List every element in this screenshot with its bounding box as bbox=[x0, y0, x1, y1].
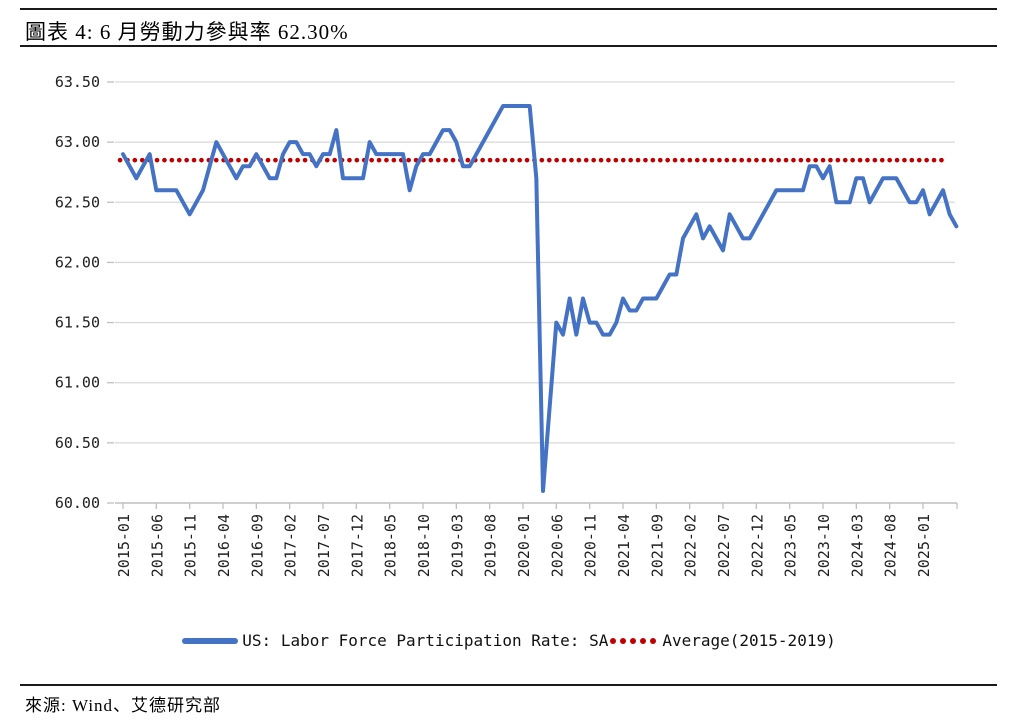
chart-title: 圖表 4: 6 月勞動力參與率 62.30% bbox=[25, 20, 349, 44]
svg-text:60.50: 60.50 bbox=[55, 434, 100, 452]
svg-text:2021-09: 2021-09 bbox=[648, 514, 666, 577]
source-text: 來源: Wind、艾德研究部 bbox=[25, 696, 222, 715]
svg-text:2022-02: 2022-02 bbox=[682, 514, 700, 577]
svg-text:2020-06: 2020-06 bbox=[548, 514, 566, 577]
svg-text:2023-05: 2023-05 bbox=[782, 514, 800, 577]
line-chart-plot: 63.50 63.00 62.50 62.00 61.50 61.00 60.50 60.00… bbox=[55, 73, 959, 577]
svg-text:2016-09: 2016-09 bbox=[248, 514, 266, 577]
svg-text:2021-04: 2021-04 bbox=[615, 514, 633, 577]
legend-label-average: Average(2015-2019) bbox=[662, 631, 836, 650]
svg-text:2017-12: 2017-12 bbox=[348, 514, 366, 577]
legend-blue-line-icon bbox=[182, 637, 239, 644]
svg-text:2015-06: 2015-06 bbox=[148, 514, 166, 577]
bottom-rule bbox=[20, 684, 997, 686]
top-rule bbox=[20, 8, 997, 10]
svg-text:2016-04: 2016-04 bbox=[215, 514, 233, 577]
legend-red-dots-icon bbox=[610, 637, 657, 644]
title-underline-rule bbox=[20, 45, 997, 47]
svg-text:2018-05: 2018-05 bbox=[382, 514, 400, 577]
legend-label-participation-rate: US: Labor Force Participation Rate: SA bbox=[242, 631, 609, 650]
svg-text:61.50: 61.50 bbox=[55, 314, 100, 332]
svg-text:62.50: 62.50 bbox=[55, 193, 100, 211]
svg-text:63.50: 63.50 bbox=[55, 73, 100, 91]
svg-text:61.00: 61.00 bbox=[55, 374, 100, 392]
svg-text:2022-12: 2022-12 bbox=[748, 514, 766, 577]
chart-legend: US: Labor Force Participation Rate: SA A… bbox=[0, 631, 1018, 650]
svg-text:2020-01: 2020-01 bbox=[515, 514, 533, 577]
svg-text:2017-02: 2017-02 bbox=[282, 514, 300, 577]
svg-text:62.00: 62.00 bbox=[55, 253, 100, 271]
svg-text:2015-01: 2015-01 bbox=[115, 514, 133, 577]
svg-text:2024-08: 2024-08 bbox=[882, 514, 900, 577]
svg-text:2022-07: 2022-07 bbox=[715, 514, 733, 577]
svg-text:2020-11: 2020-11 bbox=[582, 514, 600, 577]
svg-text:2019-03: 2019-03 bbox=[448, 514, 466, 577]
svg-text:63.00: 63.00 bbox=[55, 133, 100, 151]
svg-text:60.00: 60.00 bbox=[55, 494, 100, 512]
svg-text:2018-10: 2018-10 bbox=[415, 514, 433, 577]
svg-text:2024-03: 2024-03 bbox=[848, 514, 866, 577]
svg-text:2023-10: 2023-10 bbox=[815, 514, 833, 577]
svg-text:2015-11: 2015-11 bbox=[182, 514, 200, 577]
svg-text:2019-08: 2019-08 bbox=[482, 514, 500, 577]
svg-text:2025-01: 2025-01 bbox=[915, 514, 933, 577]
svg-text:2017-07: 2017-07 bbox=[315, 514, 333, 577]
